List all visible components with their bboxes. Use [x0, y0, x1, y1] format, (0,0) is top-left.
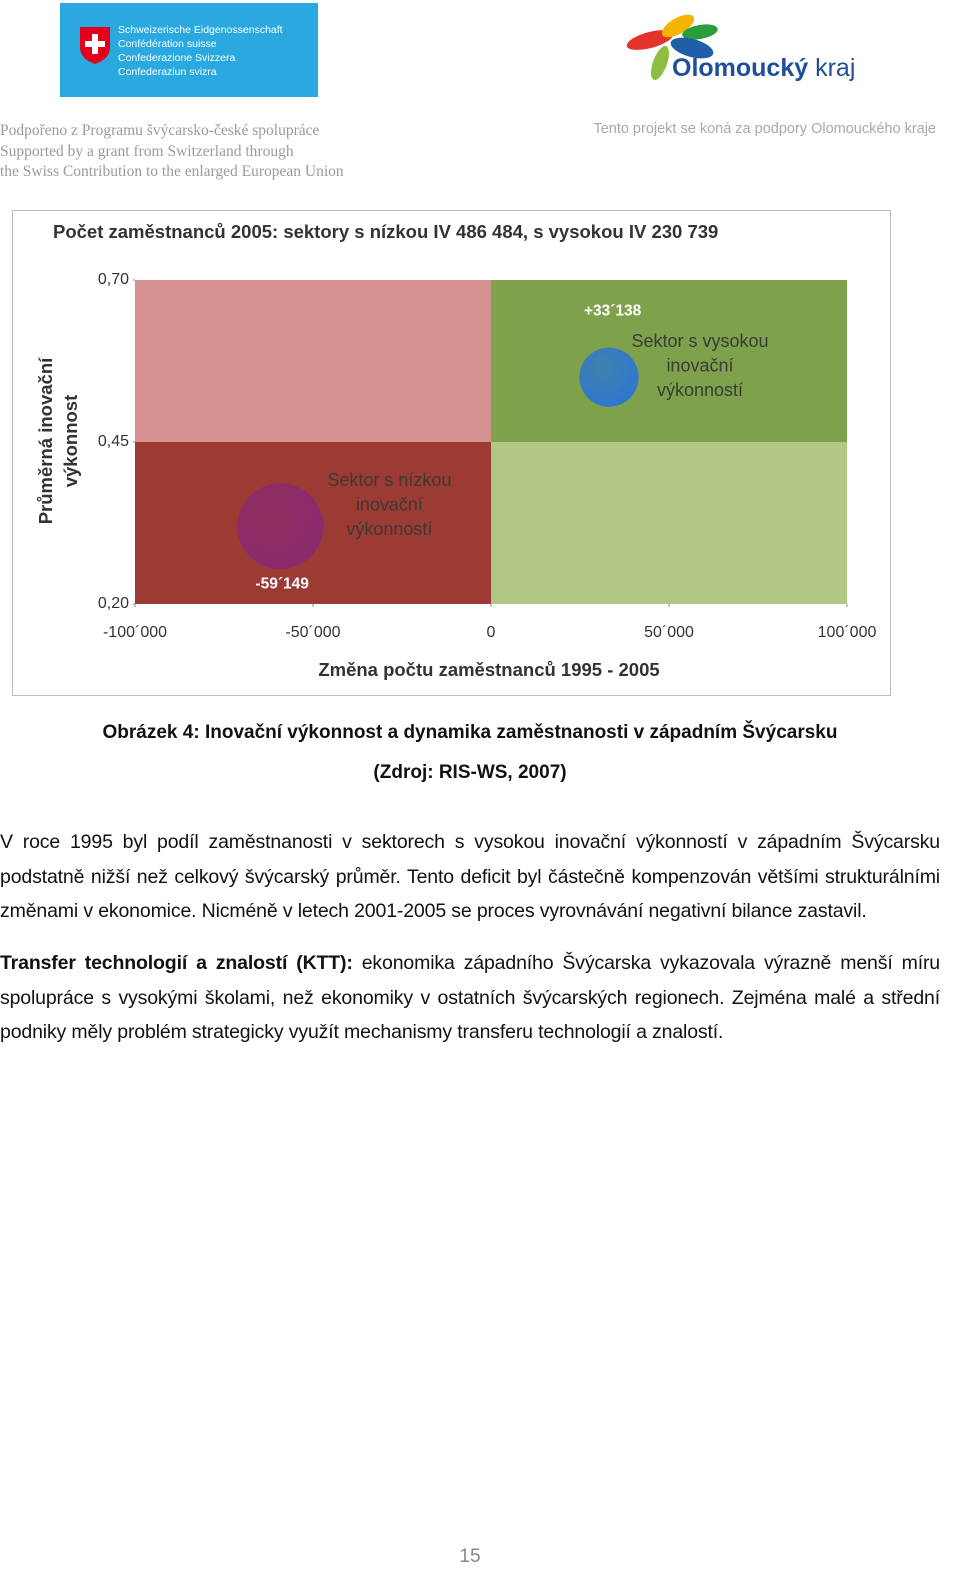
paragraph: V roce 1995 byl podíl zaměstnanosti v se… — [0, 825, 940, 929]
region-logo-mark — [626, 14, 718, 81]
caption-source: (Zdroj: RIS-WS, 2007) — [373, 762, 567, 783]
region-logo: Olomoucký kraj — [620, 8, 870, 88]
swiss-logo: Schweizerische Eidgenossenschaft Confédér… — [60, 3, 318, 97]
x-tick-label: -100´000 — [103, 624, 167, 641]
x-tick-label: 50´000 — [644, 624, 694, 641]
header-left: Podpořeno z Programu švýcarsko-české spo… — [0, 121, 344, 183]
bubble — [237, 483, 324, 570]
caption-title: Obrázek 4: Inovační výkonnost a dynamika… — [102, 722, 838, 743]
quadrant — [135, 280, 491, 442]
value-label: -59´149 — [255, 575, 309, 592]
x-axis-label: Změna počtu zaměstnanců 1995 - 2005 — [318, 659, 659, 680]
swiss-shield — [80, 27, 110, 64]
header-right: Tento projekt se koná za podpory Olomouc… — [593, 121, 936, 137]
caption: Obrázek 4: Inovační výkonnost a dynamika… — [0, 722, 940, 802]
y-tick-label: 0,20 — [98, 595, 129, 612]
value-label: +33´138 — [584, 303, 642, 320]
swiss-logo-line: Confédération suisse — [118, 38, 217, 50]
region-logo-text: Olomoucký kraj — [672, 54, 855, 83]
chart-title: Počet zaměstnanců 2005: sektory s nízkou… — [53, 221, 718, 242]
annotation: inovační — [666, 355, 733, 375]
annotation: inovační — [356, 494, 423, 514]
annotation: výkonností — [346, 519, 432, 539]
x-tick-label: 0 — [487, 624, 496, 641]
annotation: Sektor s vysokou — [631, 331, 768, 351]
paragraph-lead: Transfer technologií a znalostí (KTT): — [0, 952, 353, 974]
y-tick-label: 0,70 — [98, 271, 129, 288]
swiss-logo-text: Schweizerische Eidgenossenschaft Confédér… — [118, 23, 283, 79]
region-logo-light: kraj — [815, 54, 856, 82]
chart: Počet zaměstnanců 2005: sektory s nízkou… — [12, 210, 891, 696]
annotation: výkonností — [657, 380, 743, 400]
header-left-line: Supported by a grant from Switzerland th… — [0, 142, 294, 160]
quadrant — [491, 280, 847, 442]
x-tick-label: 100´000 — [818, 624, 877, 641]
region-logo-bold: Olomoucký — [672, 54, 809, 82]
page-number: 15 — [459, 1546, 481, 1567]
y-axis-label: Průměrná inovační — [35, 357, 56, 524]
swiss-logo-line: Schweizerische Eidgenossenschaft — [118, 24, 283, 36]
quadrant — [491, 442, 847, 604]
y-axis-label: výkonnost — [60, 395, 81, 488]
x-tick-label: -50´000 — [285, 624, 340, 641]
annotation: Sektor s nízkou — [327, 470, 451, 490]
swiss-logo-line: Confederazione Svizzera — [118, 52, 236, 64]
paragraph-text: V roce 1995 byl podíl zaměstnanosti v se… — [0, 831, 940, 922]
paragraph-text: ekonomika západního Švýcarska vykazovala… — [0, 952, 940, 1043]
y-tick-label: 0,45 — [98, 433, 129, 450]
header-left-line: Podpořeno z Programu švýcarsko-české spo… — [0, 122, 320, 139]
bubble — [579, 347, 639, 407]
paragraph: Transfer technologií a znalostí (KTT): e… — [0, 946, 940, 1050]
header-left-line: the Swiss Contribution to the enlarged E… — [0, 163, 344, 180]
swiss-logo-line: Confederaziun svizra — [118, 66, 217, 78]
